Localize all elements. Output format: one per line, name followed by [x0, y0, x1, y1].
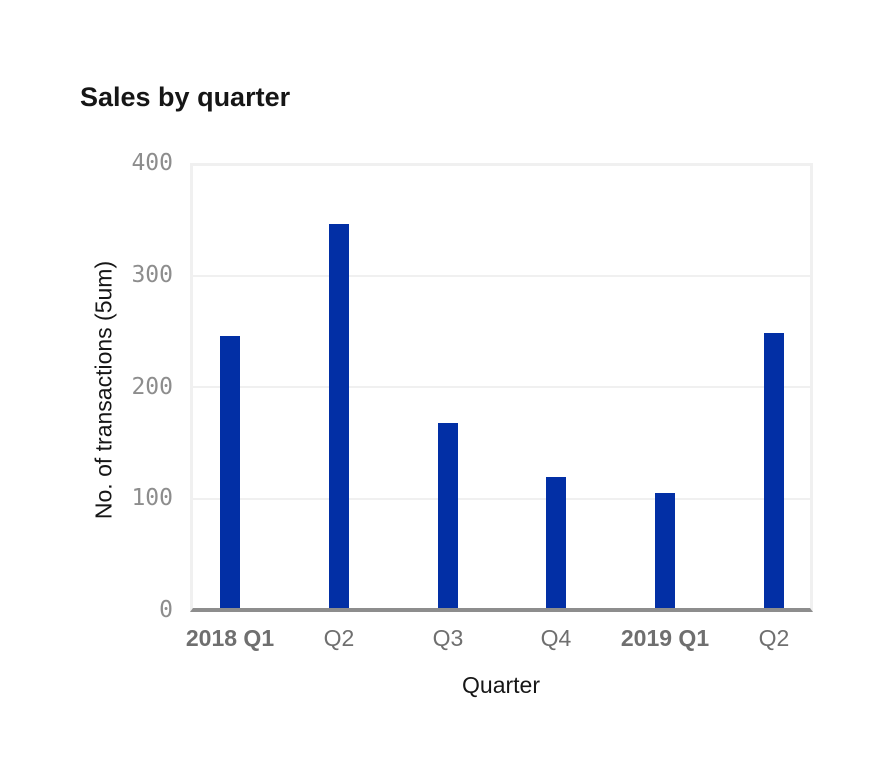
plot-area: [190, 163, 813, 612]
x-tick-label-2019-q1: 2019 Q1: [620, 625, 710, 651]
y-tick-label-300: 300: [131, 262, 173, 288]
x-tick-label-q2-2019: Q2: [758, 625, 790, 651]
y-tick-label-400: 400: [131, 150, 173, 176]
y-tick-label-100: 100: [131, 485, 173, 511]
x-tick-label-q2: Q2: [323, 625, 355, 651]
gridline-300: [193, 275, 810, 277]
y-tick-label-200: 200: [131, 374, 173, 400]
gridline-200: [193, 386, 810, 388]
bar-q2: [329, 224, 349, 608]
bar-q3: [438, 423, 458, 608]
x-tick-label-q3: Q3: [432, 625, 464, 651]
bar-q2-2019: [764, 333, 784, 608]
bar-2018-q1: [220, 336, 240, 608]
bar-2019-q1: [655, 493, 675, 608]
x-axis-title: Quarter: [462, 672, 540, 698]
chart-title: Sales by quarter: [80, 82, 291, 112]
x-tick-label-2018-q1: 2018 Q1: [185, 625, 275, 651]
y-tick-label-0: 0: [159, 597, 173, 623]
x-tick-label-q4: Q4: [540, 625, 572, 651]
bar-q4: [546, 477, 566, 608]
gridline-100: [193, 498, 810, 500]
